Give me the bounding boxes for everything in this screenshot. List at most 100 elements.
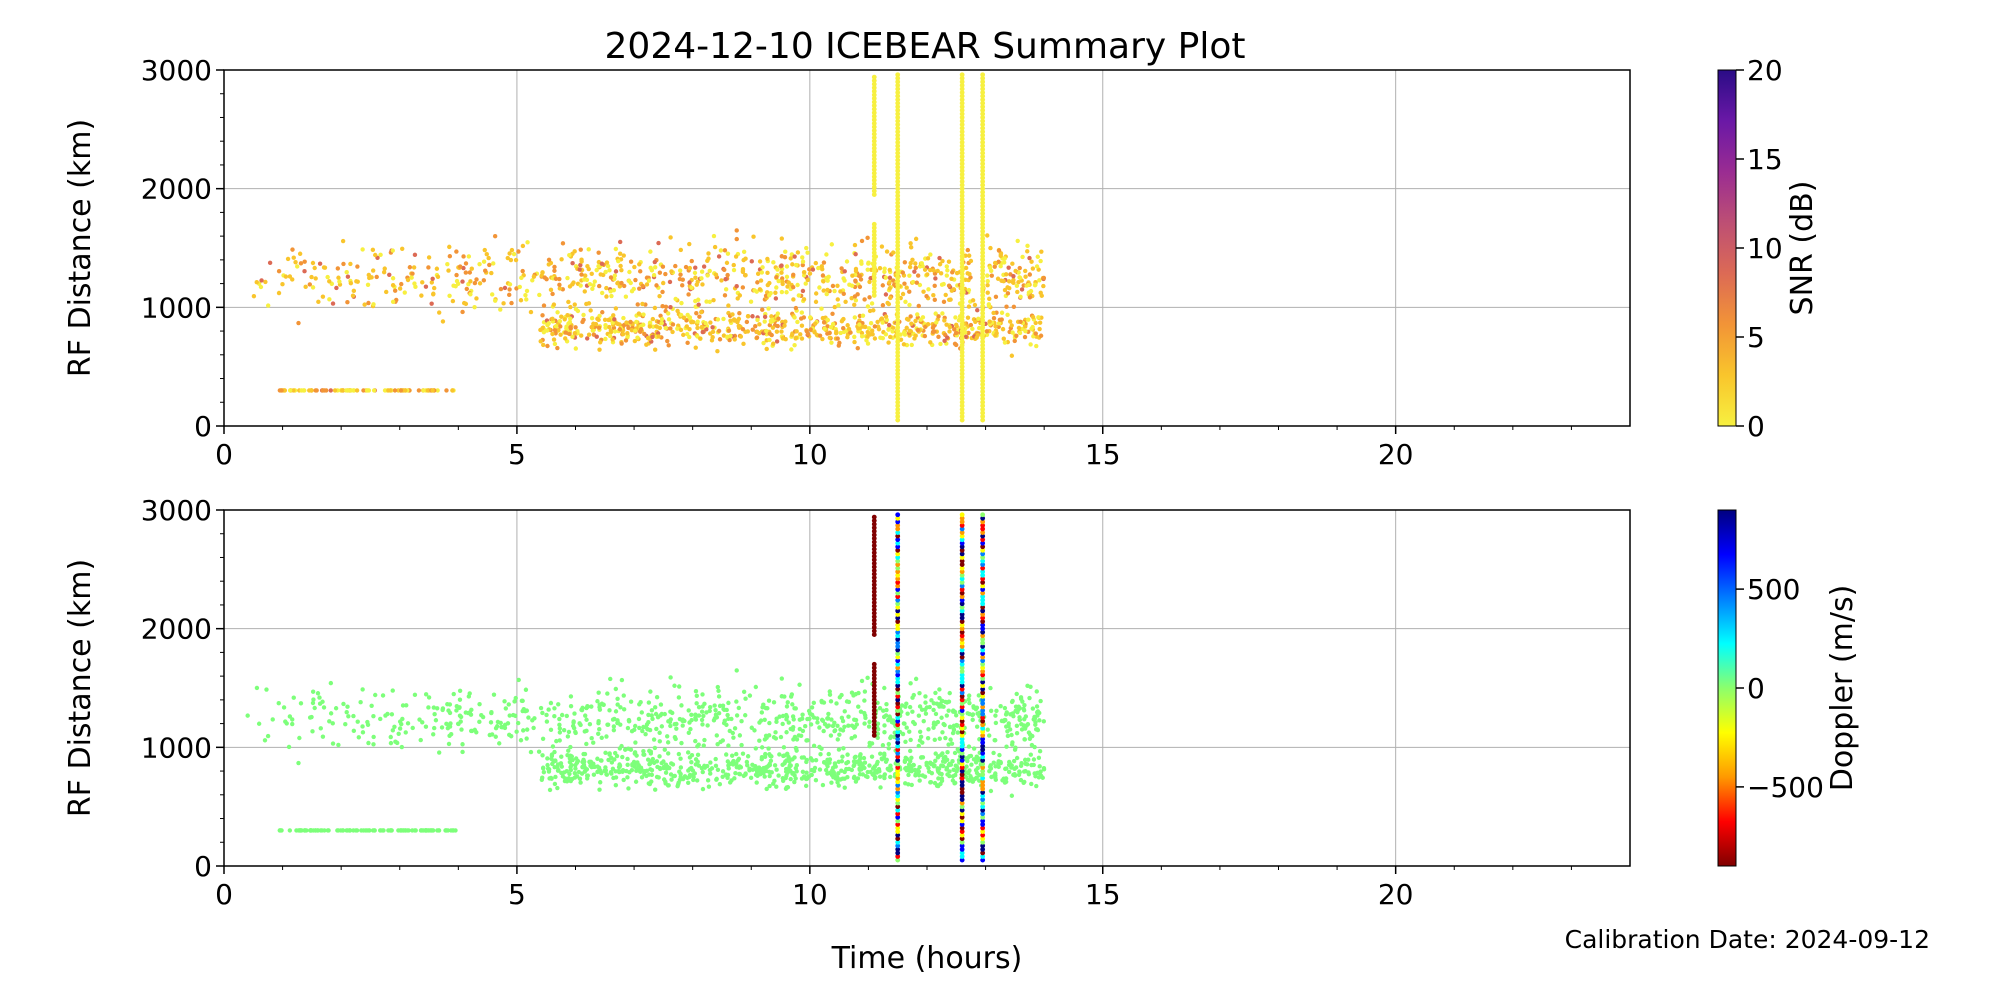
scatter-point <box>788 694 794 699</box>
scatter-point <box>829 717 834 722</box>
scatter-point <box>865 675 870 681</box>
scatter-point <box>589 736 594 741</box>
scatter-point <box>333 706 339 711</box>
scatter-point <box>502 285 508 291</box>
scatter-point <box>296 760 301 766</box>
scatter-point <box>726 700 731 706</box>
scatter-point <box>793 336 798 341</box>
streak-point <box>871 575 877 581</box>
scatter-point <box>779 270 784 275</box>
scatter-point <box>888 735 893 741</box>
scatter-point <box>626 719 632 724</box>
streak-point <box>980 790 986 795</box>
streak-point <box>980 296 986 302</box>
scatter-point <box>403 388 408 393</box>
scatter-point <box>839 768 844 773</box>
streak-point <box>959 512 965 518</box>
scatter-point <box>537 292 542 298</box>
streak-point <box>980 236 986 241</box>
streak-point <box>871 106 877 112</box>
streak-point <box>895 825 901 831</box>
scatter-point <box>757 738 762 743</box>
scatter-point <box>965 758 970 764</box>
streak-point <box>959 122 965 127</box>
scatter-point <box>908 245 914 250</box>
scatter-point <box>865 341 871 346</box>
scatter-point <box>953 330 959 336</box>
scatter-point <box>587 721 593 727</box>
scatter-point <box>780 778 786 783</box>
scatter-point <box>1011 304 1017 309</box>
scatter-point <box>700 704 705 709</box>
scatter-point <box>355 719 360 724</box>
scatter-point <box>945 335 950 340</box>
scatter-point <box>791 284 796 290</box>
scatter-point <box>390 276 396 281</box>
scatter-point <box>991 760 996 765</box>
streak-point <box>980 615 986 621</box>
scatter-point <box>610 766 616 771</box>
streak-point <box>980 79 986 85</box>
scatter-point <box>721 333 727 338</box>
scatter-point <box>501 301 506 306</box>
scatter-point <box>886 327 891 332</box>
scatter-point <box>668 304 673 310</box>
scatter-point <box>879 244 885 249</box>
scatter-point <box>1006 279 1012 284</box>
scatter-point <box>935 268 940 274</box>
scatter-point <box>313 388 318 393</box>
scatter-point <box>1022 726 1028 731</box>
scatter-point <box>944 273 950 278</box>
x-tick-label: 20 <box>1378 438 1414 471</box>
scatter-point <box>913 265 918 271</box>
scatter-point <box>369 275 374 280</box>
streak-point <box>895 300 901 305</box>
scatter-point <box>835 737 840 742</box>
scatter-point <box>816 265 821 271</box>
streak-point <box>959 576 965 582</box>
scatter-point <box>830 723 836 729</box>
scatter-point <box>944 713 950 718</box>
scatter-point <box>603 750 608 756</box>
scatter-point <box>701 713 706 719</box>
streak-point <box>871 156 877 162</box>
scatter-point <box>779 676 784 681</box>
scatter-point <box>624 320 629 325</box>
streak-point <box>871 550 877 556</box>
scatter-point <box>327 719 332 724</box>
scatter-point <box>538 705 544 711</box>
scatter-point <box>1038 773 1044 778</box>
streak-point <box>959 243 965 249</box>
streak-point <box>895 690 901 696</box>
scatter-point <box>556 327 561 333</box>
streak-point <box>959 271 965 277</box>
scatter-point <box>819 264 824 269</box>
streak-point <box>959 854 965 859</box>
scatter-point <box>370 247 376 253</box>
scatter-point <box>608 328 614 333</box>
streak-point <box>895 179 901 184</box>
scatter-point <box>1018 777 1024 783</box>
streak-point <box>980 374 986 380</box>
streak-point <box>959 261 965 266</box>
scatter-point <box>677 684 682 689</box>
scatter-point <box>598 340 603 345</box>
streak-point <box>895 228 901 234</box>
scatter-point <box>767 783 772 789</box>
scatter-point <box>430 388 435 393</box>
streak-point <box>980 733 986 738</box>
scatter-point <box>1035 727 1041 733</box>
scatter-point <box>1016 280 1021 285</box>
streak-point <box>895 307 901 313</box>
scatter-point <box>809 705 815 710</box>
scatter-point <box>599 735 604 740</box>
scatter-point <box>828 699 834 704</box>
scatter-point <box>737 324 742 329</box>
streak-point <box>895 414 901 419</box>
streak-point <box>959 300 965 305</box>
streak-point <box>980 367 986 373</box>
scatter-point <box>953 315 958 320</box>
streak-point <box>871 701 877 706</box>
scatter-point <box>695 752 701 758</box>
